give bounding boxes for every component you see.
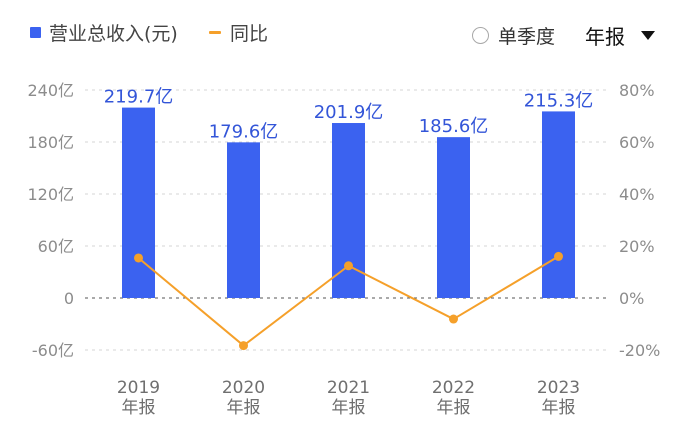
bar-value-label: 215.3亿 [524,90,594,111]
legend-label-revenue: 营业总收入(元) [49,23,178,45]
yoy-point [449,314,458,324]
caret-down-icon[interactable] [641,31,655,40]
left-tick-label: 60亿 [38,237,74,256]
bar-value-label: 201.9亿 [314,102,384,123]
right-tick-label: 40% [619,185,655,204]
revenue-bar [437,137,470,298]
yoy-point [134,253,143,263]
bar-value-label: 179.6亿 [209,121,279,142]
left-tick-label: 240亿 [27,81,74,100]
right-tick-label: -20% [619,341,660,360]
radio-circle-icon[interactable] [472,27,489,44]
left-tick-label: 120亿 [27,185,74,204]
legend-item-revenue[interactable]: 营业总收入(元) [30,19,178,46]
right-tick-label: 0% [619,289,644,308]
period-select-value: 年报 [585,25,625,49]
label-layer: 219.7亿 179.6亿 201.9亿 185.6亿 215.3亿 [104,87,594,143]
x-tick-label: 2019 年报 [117,378,160,418]
right-tick-label: 20% [619,237,655,256]
bar-layer [122,107,575,299]
revenue-bar [542,111,575,298]
x-tick-label: 2023 年报 [537,378,580,418]
right-tick-label: 60% [619,133,655,152]
bar-value-label: 185.6亿 [419,116,489,137]
right-tick-label: 80% [619,81,655,100]
legend-item-yoy[interactable]: 同比 [209,19,268,46]
axis-layer: 240亿 80% 180亿 60% 120亿 40% 60亿 20% 0 0% -60亿 -20% 20… [27,81,660,418]
yoy-point [239,341,248,351]
yoy-point [344,261,353,271]
revenue-bar [227,142,260,298]
x-tick-label: 2020 年报 [222,378,265,418]
yoy-point [554,251,563,261]
left-tick-label: 0 [64,289,74,308]
bar-series-swatch [30,27,41,38]
x-tick-label: 2022 年报 [432,378,475,418]
single-quarter-radio[interactable]: 单季度 [472,22,555,49]
chart-legend: 营业总收入(元) 同比 单季度 年报 [0,0,692,60]
bar-value-label: 219.7亿 [104,87,174,108]
line-layer [134,251,563,351]
x-tick-label: 2021 年报 [327,378,370,418]
left-tick-label: -60亿 [32,341,74,360]
left-tick-label: 180亿 [27,133,74,152]
line-series-swatch [209,31,221,34]
period-select[interactable]: 年报 [585,21,655,50]
legend-label-yoy: 同比 [230,23,269,45]
revenue-bar [122,107,155,299]
single-quarter-label: 单季度 [498,26,556,48]
